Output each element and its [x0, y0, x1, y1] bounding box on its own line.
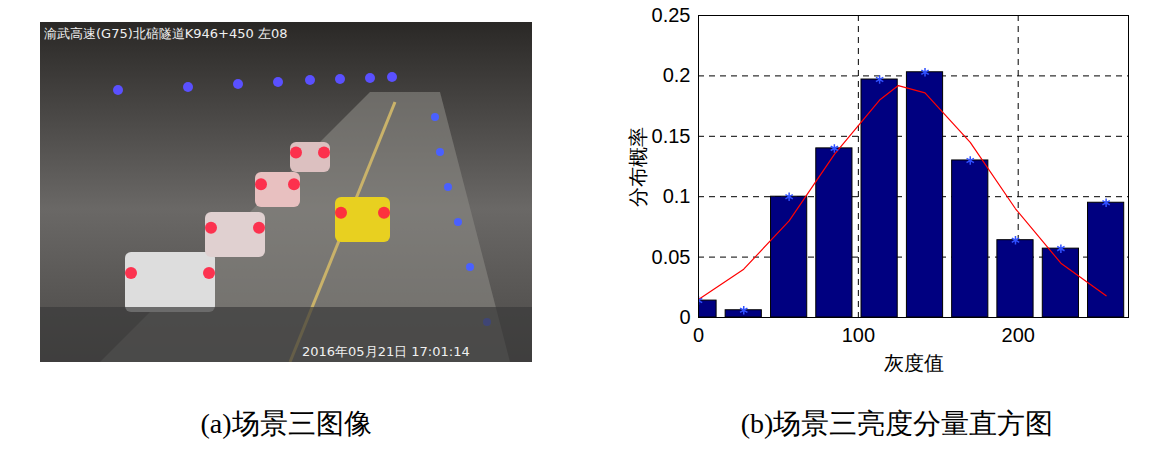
- svg-text:灰度值: 灰度值: [884, 352, 944, 374]
- svg-text:分布概率: 分布概率: [627, 127, 649, 207]
- svg-text:渝武高速(G75)北碚隧道K946+450 左08: 渝武高速(G75)北碚隧道K946+450 左08: [44, 26, 287, 41]
- svg-text:2016年05月21日 17:01:14: 2016年05月21日 17:01:14: [302, 344, 470, 359]
- svg-text:0.25: 0.25: [652, 4, 691, 26]
- svg-text:0: 0: [693, 324, 704, 346]
- svg-text:200: 200: [1002, 324, 1035, 346]
- svg-text:0.15: 0.15: [652, 125, 691, 147]
- svg-text:100: 100: [842, 324, 875, 346]
- svg-text:0.05: 0.05: [652, 246, 691, 268]
- html-text:(b)场景三亮度分量直方图: (b)场景三亮度分量直方图: [740, 408, 1054, 439]
- svg-text:0: 0: [679, 306, 690, 328]
- svg-text:0.2: 0.2: [663, 64, 691, 86]
- html-text:(a)场景三图像: (a)场景三图像: [200, 408, 372, 439]
- svg-text:0.1: 0.1: [663, 185, 691, 207]
